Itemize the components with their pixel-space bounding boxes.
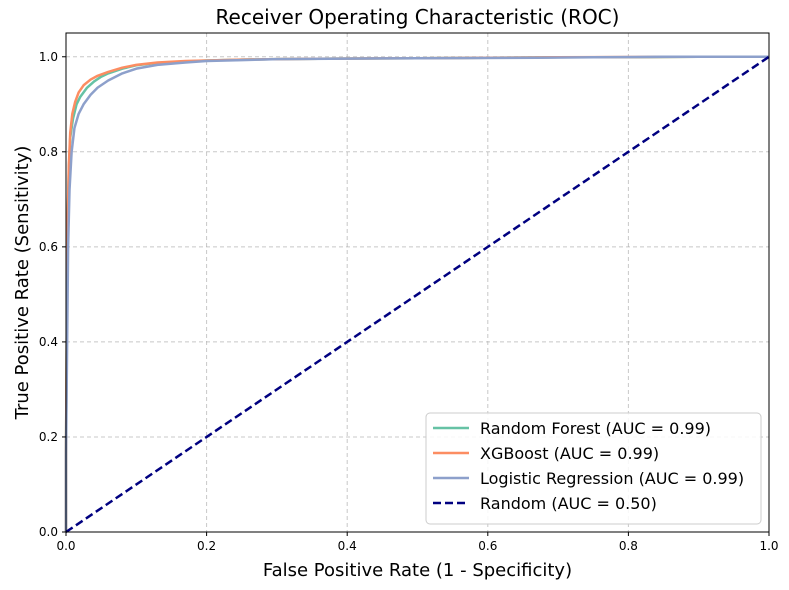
- legend-label-random: Random (AUC = 0.50): [480, 494, 657, 513]
- x-tick-label: 1.0: [759, 539, 778, 553]
- chart-title: Receiver Operating Characteristic (ROC): [216, 5, 620, 29]
- legend-label-logistic-regression: Logistic Regression (AUC = 0.99): [480, 469, 744, 488]
- y-axis-title: True Positive Rate (Sensitivity): [12, 146, 33, 421]
- y-tick-label: 0.4: [39, 335, 58, 349]
- y-tick-label: 1.0: [39, 50, 58, 64]
- y-tick-label: 0.2: [39, 430, 58, 444]
- x-axis-title: False Positive Rate (1 - Specificity): [263, 560, 572, 581]
- y-tick-label: 0.6: [39, 240, 58, 254]
- x-tick-label: 0.8: [619, 539, 638, 553]
- y-tick-label: 0.8: [39, 145, 58, 159]
- y-tick-label: 0.0: [39, 525, 58, 539]
- legend-label-random-forest: Random Forest (AUC = 0.99): [480, 419, 711, 438]
- x-tick-label: 0.0: [56, 539, 75, 553]
- legend: Random Forest (AUC = 0.99) XGBoost (AUC =…: [426, 413, 761, 524]
- x-tick-label: 0.6: [478, 539, 497, 553]
- x-tick-label: 0.2: [197, 539, 216, 553]
- legend-label-xgboost: XGBoost (AUC = 0.99): [480, 444, 659, 463]
- x-tick-label: 0.4: [338, 539, 357, 553]
